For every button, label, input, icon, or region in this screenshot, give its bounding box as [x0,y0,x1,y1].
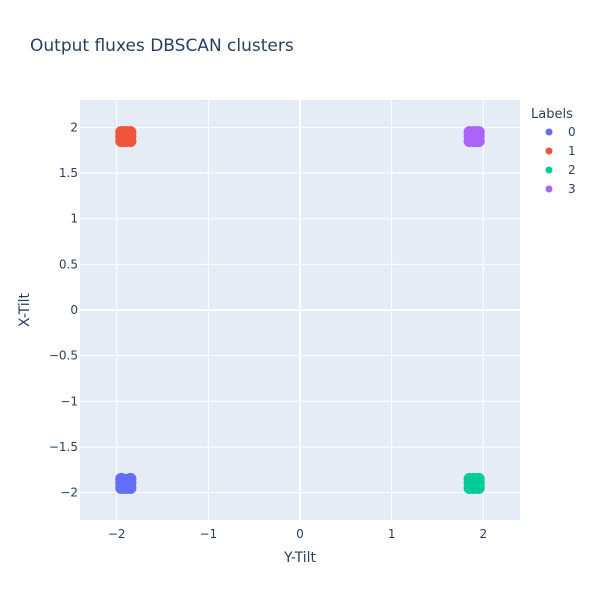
legend-marker-0[interactable] [545,128,553,136]
legend-label-1[interactable]: 1 [568,144,576,158]
legend-marker-2[interactable] [545,166,553,174]
legend-marker-1[interactable] [545,147,553,155]
y-tick-label: −2 [60,486,78,500]
legend-label-2[interactable]: 2 [568,163,576,177]
x-tick-label: −2 [108,527,126,541]
x-tick-label: 1 [388,527,396,541]
y-tick-label: 1 [70,212,78,226]
gridlines [80,100,520,520]
data-point-series-0 [121,479,134,492]
legend-label-3[interactable]: 3 [568,182,576,196]
y-axis-title: X-Tilt [17,292,33,327]
x-axis-ticks: −2 −1 0 1 2 [108,527,487,541]
y-tick-label: 2 [70,120,78,134]
y-tick-label: 0 [70,303,78,317]
legend-label-0[interactable]: 0 [568,125,576,139]
data-points [115,125,485,495]
data-point-series-2 [466,479,479,492]
y-tick-label: −1.5 [49,440,78,454]
y-tick-label: −1 [60,394,78,408]
legend-title: Labels [531,107,573,122]
x-tick-label: 0 [296,527,304,541]
data-point-series-3 [466,132,479,145]
y-tick-label: 1.5 [59,166,78,180]
x-tick-label: −1 [199,527,217,541]
y-tick-label: 0.5 [59,257,78,271]
y-tick-label: −0.5 [49,349,78,363]
x-tick-label: 2 [480,527,488,541]
data-point-series-1 [121,132,134,145]
y-axis-ticks: 2 1.5 1 0.5 0 −0.5 −1 −1.5 −2 [49,120,78,499]
chart-title: Output fluxes DBSCAN clusters [30,36,294,56]
legend-marker-3[interactable] [545,185,553,193]
x-axis-title: Y-Tilt [283,550,317,566]
legend: Labels 0 1 2 3 [531,107,576,196]
